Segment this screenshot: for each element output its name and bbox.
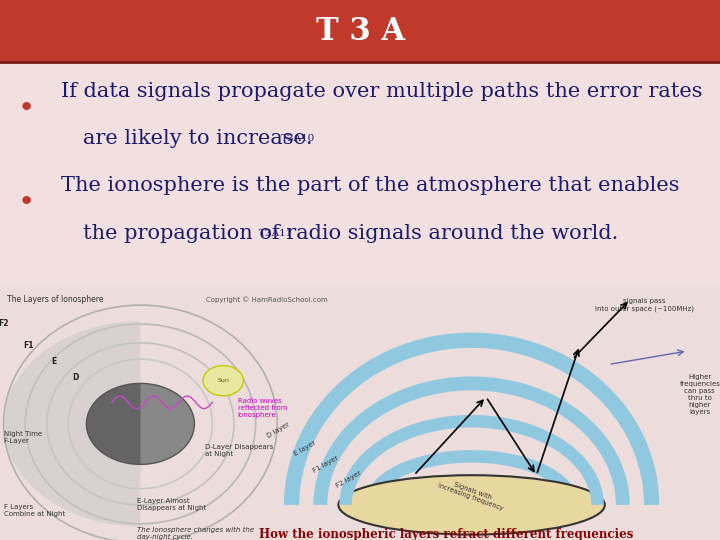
Text: F1 layer: F1 layer bbox=[312, 455, 339, 474]
Text: F Layers
Combine at Night: F Layers Combine at Night bbox=[4, 504, 65, 517]
Text: D: D bbox=[73, 374, 78, 382]
Text: The Ionosphere changes with the
day-night cycle.: The Ionosphere changes with the day-nigh… bbox=[137, 527, 254, 540]
Text: The Layers of Ionosphere: The Layers of Ionosphere bbox=[7, 295, 104, 304]
Text: F2 layer: F2 layer bbox=[335, 469, 362, 489]
Text: The ionosphere is the part of the atmosphere that enables: The ionosphere is the part of the atmosp… bbox=[61, 177, 680, 195]
Circle shape bbox=[203, 366, 243, 396]
Text: Sun: Sun bbox=[217, 378, 229, 383]
Text: D layer: D layer bbox=[266, 421, 290, 438]
Bar bbox=[0, 286, 720, 540]
Wedge shape bbox=[4, 321, 140, 526]
Bar bbox=[0, 0, 720, 62]
Text: If data signals propagate over multiple paths the error rates: If data signals propagate over multiple … bbox=[61, 82, 703, 101]
Text: •: • bbox=[18, 94, 35, 122]
Text: •: • bbox=[18, 188, 35, 217]
Text: T 3 A: T 3 A bbox=[315, 16, 405, 46]
Wedge shape bbox=[86, 383, 140, 464]
Text: the propagation of radio signals around the world.: the propagation of radio signals around … bbox=[83, 224, 618, 243]
Text: T3A11: T3A11 bbox=[259, 229, 294, 238]
Text: Copyright © HamRadioSchool.com: Copyright © HamRadioSchool.com bbox=[205, 296, 328, 303]
Ellipse shape bbox=[338, 475, 605, 535]
Text: E-Layer Almost
Disappears at Night: E-Layer Almost Disappears at Night bbox=[137, 498, 206, 511]
Text: T3A10: T3A10 bbox=[281, 134, 315, 144]
Text: F2: F2 bbox=[0, 320, 9, 328]
Text: E: E bbox=[51, 357, 57, 366]
Text: Radio waves
reflected from
Ionosphere: Radio waves reflected from Ionosphere bbox=[238, 397, 287, 418]
Text: D-Layer Disappears
at Night: D-Layer Disappears at Night bbox=[205, 444, 274, 457]
Text: Higher
frequencies
can pass
thru to
higher
layers: Higher frequencies can pass thru to high… bbox=[680, 374, 720, 415]
Text: E layer: E layer bbox=[292, 440, 317, 457]
Text: Signals with
increasing frequency: Signals with increasing frequency bbox=[437, 476, 506, 512]
Circle shape bbox=[86, 383, 194, 464]
Text: signals pass
into outer space (~100MHz): signals pass into outer space (~100MHz) bbox=[595, 298, 694, 312]
Text: F1: F1 bbox=[24, 341, 34, 350]
Text: Night Time
F-Layer: Night Time F-Layer bbox=[4, 431, 42, 444]
Text: How the ionospheric layers refract different frequencies: How the ionospheric layers refract diffe… bbox=[259, 528, 634, 540]
Text: are likely to increase.: are likely to increase. bbox=[83, 130, 312, 148]
